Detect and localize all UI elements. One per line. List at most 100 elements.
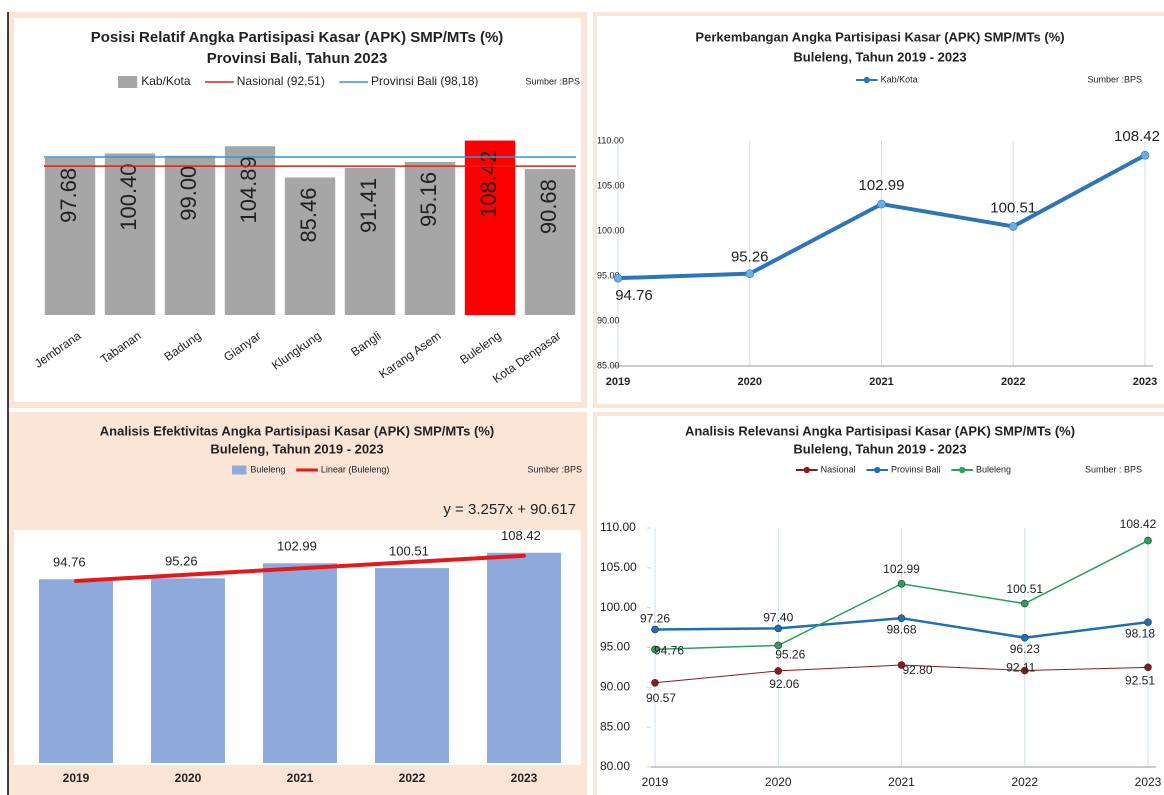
value-label: 92.80 <box>902 663 932 677</box>
value-label: 95.26 <box>731 249 769 266</box>
legend-label: Provinsi Bali (98,18) <box>371 74 478 88</box>
value-label: 102.99 <box>883 562 920 576</box>
point <box>877 199 886 209</box>
legend-swatch <box>118 76 138 88</box>
x-tick-label: 2019 <box>606 376 630 388</box>
legend-marker <box>874 466 881 474</box>
legend-marker <box>959 466 966 474</box>
value-label: 97.40 <box>763 611 793 625</box>
y-tick-label: 90.00 <box>597 315 620 325</box>
point <box>774 624 783 633</box>
source-note: Sumber :BPS <box>525 76 580 86</box>
legend-label: Buleleng <box>976 464 1011 474</box>
value-label: 94.76 <box>53 555 86 570</box>
point <box>897 580 906 588</box>
y-tick-label: 105.00 <box>597 180 625 190</box>
legend-label: Kab/Kota <box>881 74 918 84</box>
source-note: Sumber : BPS <box>1085 464 1142 474</box>
x-tick-label: 2021 <box>869 376 893 388</box>
point <box>651 645 659 654</box>
point <box>1008 222 1018 231</box>
value-label: 100.51 <box>1006 582 1043 596</box>
x-tick-label: 2020 <box>175 771 202 785</box>
bar <box>164 155 216 315</box>
bar <box>375 568 449 763</box>
chart-subtitle: Provinsi Bali, Tahun 2023 <box>207 50 388 67</box>
legend-label: Nasional <box>821 464 856 474</box>
source-note: Sumber :BPS <box>527 464 582 474</box>
y-tick-label: 110.00 <box>597 135 624 145</box>
y-tick-label: 105.00 <box>600 560 637 574</box>
legend-label: Buleleng <box>250 464 285 474</box>
bar <box>263 563 337 763</box>
legend-label: Provinsi Bali <box>891 464 941 474</box>
x-tick-label: 2023 <box>511 771 538 785</box>
value-label: 99.00 <box>176 166 201 221</box>
chart-title: Posisi Relatif Angka Partisipasi Kasar (… <box>91 29 504 46</box>
x-tick-label: 2021 <box>888 775 915 789</box>
x-tick-label: 2022 <box>1001 376 1025 388</box>
x-tick-label: 2020 <box>738 376 762 388</box>
point <box>897 614 906 622</box>
value-label: 92.11 <box>1006 661 1035 675</box>
value-label: 108.42 <box>1120 517 1157 531</box>
chart-subtitle: Buleleng, Tahun 2019 - 2023 <box>210 441 383 456</box>
bar <box>284 177 336 315</box>
point <box>774 641 783 650</box>
panel-body <box>597 416 1164 795</box>
y-tick-label: 80.00 <box>600 759 630 773</box>
value-label: 90.57 <box>646 691 676 705</box>
value-label: 102.99 <box>859 177 905 194</box>
trend-line <box>74 553 526 583</box>
point <box>1144 536 1152 545</box>
source-note: Sumber :BPS <box>1087 74 1142 84</box>
x-tick-label: 2021 <box>287 771 314 785</box>
x-tick-label: 2023 <box>1133 376 1157 388</box>
x-tick-label: 2023 <box>1135 775 1162 789</box>
y-tick-label: 100.00 <box>597 225 625 235</box>
point <box>1144 618 1152 626</box>
value-label: 91.41 <box>356 178 381 233</box>
value-label: 94.76 <box>654 644 684 658</box>
value-label: 104.89 <box>236 156 261 223</box>
value-label: 95.26 <box>775 648 805 662</box>
value-label: 98.68 <box>886 622 916 636</box>
value-label: 85.46 <box>296 187 321 242</box>
y-tick-label: 85.00 <box>597 360 620 370</box>
bar <box>104 153 156 315</box>
value-label: 97.68 <box>56 168 81 223</box>
y-tick-label: 90.00 <box>600 680 630 694</box>
bar <box>39 579 113 763</box>
legend-label: Kab/Kota <box>141 74 191 88</box>
y-tick-label: 95.00 <box>600 640 630 654</box>
value-label: 90.68 <box>536 179 561 234</box>
trend-equation: y = 3.257x + 90.617 <box>443 501 576 518</box>
y-tick-label: 95.00 <box>597 270 620 280</box>
value-label: 108.42 <box>476 151 501 218</box>
value-label: 98.18 <box>1125 626 1155 640</box>
point <box>1144 663 1152 672</box>
chart-subtitle: Buleleng, Tahun 2019 - 2023 <box>793 441 966 456</box>
y-tick-label: 110.00 <box>600 520 636 534</box>
point <box>1140 150 1150 160</box>
point <box>1020 633 1029 642</box>
x-tick-label: 2022 <box>399 771 426 785</box>
bar <box>44 157 96 315</box>
bar <box>151 578 225 763</box>
chart-title: Analisis Relevansi Angka Partisipasi Kas… <box>685 423 1075 438</box>
x-tick-label: 2019 <box>63 771 90 785</box>
value-label: 95.26 <box>165 554 198 569</box>
point <box>897 661 906 669</box>
value-label: 102.99 <box>277 539 317 554</box>
legend-swatch <box>232 465 247 475</box>
value-label: 100.40 <box>116 163 141 230</box>
value-label: 96.23 <box>1010 642 1040 656</box>
value-label: 94.76 <box>615 287 653 304</box>
point <box>1020 599 1029 608</box>
chart-title: Perkembangan Angka Partisipasi Kasar (AP… <box>695 29 1064 44</box>
point <box>613 273 623 283</box>
y-tick-label: 100.00 <box>600 600 637 614</box>
legend-marker <box>863 76 870 84</box>
point <box>1020 666 1029 675</box>
legend-marker <box>803 466 810 474</box>
